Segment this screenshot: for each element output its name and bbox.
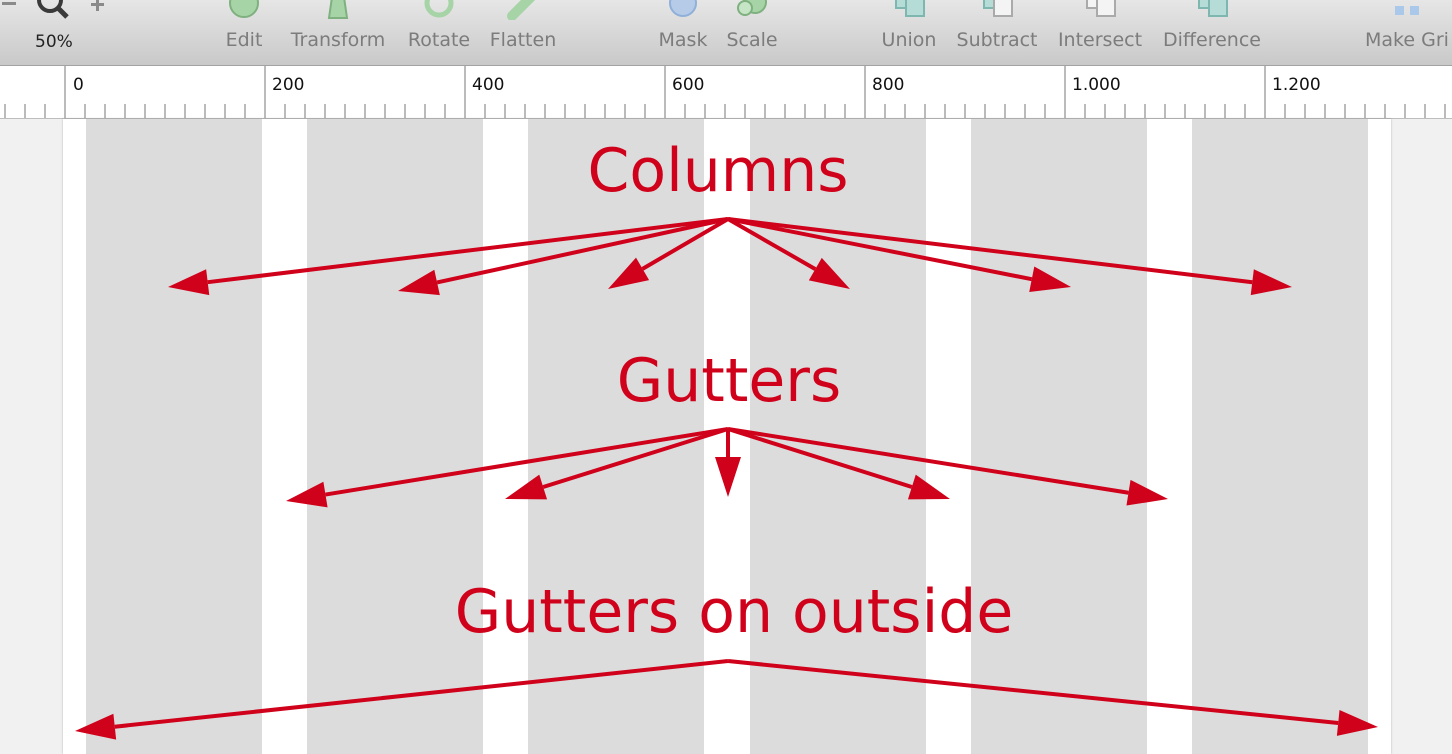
ruler-label-0: 0 (73, 75, 84, 95)
intersect-icon (1086, 0, 1116, 17)
zoom-level: 50% (35, 32, 73, 52)
ruler-label-600: 600 (672, 75, 705, 95)
columns-arrow-head (168, 269, 210, 296)
rotate-label: Rotate (407, 29, 471, 51)
ruler-label-1200: 1.200 (1272, 75, 1321, 95)
columns-arrow-line (727, 217, 1253, 285)
columns-arrow-line (727, 217, 1033, 282)
columns-arrow-head (608, 257, 650, 289)
mask-button[interactable]: Mask (652, 0, 714, 65)
edit-button[interactable]: Edit (214, 0, 274, 65)
outside-arrow-line (114, 659, 729, 729)
subtract-button[interactable]: Subtract (952, 0, 1042, 65)
scale-label: Scale (726, 29, 778, 51)
columns-arrow-head (398, 269, 440, 296)
gutters-arrow-line (727, 427, 1129, 495)
outside-arrow-head (1336, 710, 1378, 736)
zoom-search-icon[interactable] (34, 0, 74, 22)
edit-icon (229, 0, 259, 18)
columns-arrow-line (727, 217, 817, 271)
gutters-annotation: Gutters (616, 346, 842, 416)
make-grid-button[interactable]: Make Gri (1362, 0, 1452, 65)
annotation-arrows (75, 217, 1378, 740)
gutters-arrow-line (727, 427, 913, 489)
outside-gutters-annotation: Gutters on outside (454, 577, 1014, 647)
ruler-label-800: 800 (872, 75, 905, 95)
union-button[interactable]: Union (876, 0, 942, 65)
grid-column (1192, 119, 1368, 754)
transform-icon (327, 0, 349, 19)
difference-button[interactable]: Difference (1158, 0, 1266, 65)
flatten-icon (507, 0, 536, 20)
gutters-arrow-head (286, 481, 328, 508)
ruler-label-400: 400 (472, 75, 505, 95)
annotation-layer: Columns Gutters Gutters on outside (0, 119, 1452, 754)
columns-arrow-line (207, 217, 729, 285)
gutters-arrow-head (715, 457, 741, 497)
rotate-icon (424, 0, 454, 18)
gutters-arrow-head (907, 474, 950, 500)
horizontal-ruler[interactable]: 0 200 400 600 800 1.000 1.200 (0, 66, 1452, 119)
columns-annotation: Columns (587, 136, 849, 206)
gutters-arrow-head (505, 474, 548, 500)
columns-arrow-head (808, 257, 850, 289)
grid-column (86, 119, 262, 754)
flatten-button[interactable]: Flatten (486, 0, 560, 65)
scale-icon (737, 0, 767, 16)
intersect-button[interactable]: Intersect (1054, 0, 1146, 65)
columns-arrow-head (1029, 266, 1071, 292)
intersect-label: Intersect (1057, 29, 1143, 51)
grid-column (971, 119, 1147, 754)
edit-label: Edit (225, 29, 263, 51)
transform-label: Transform (290, 29, 386, 51)
gutters-arrow-head (1126, 479, 1168, 506)
subtract-icon (983, 0, 1013, 17)
columns-arrow-line (436, 217, 729, 285)
mask-label: Mask (658, 29, 708, 51)
columns-arrow-line (641, 217, 730, 271)
make-grid-label: Make Gri (1365, 29, 1449, 51)
columns-arrow-head (1250, 269, 1292, 296)
toolbar: 50% Edit Transform Rotate Flatten Mask S… (0, 0, 1452, 66)
difference-label: Difference (1163, 29, 1261, 51)
union-label: Union (881, 29, 937, 51)
ruler-ticks (4, 66, 1446, 118)
grid-column (307, 119, 483, 754)
flatten-label: Flatten (489, 29, 557, 51)
outside-arrow-head (75, 713, 117, 740)
gutters-arrow-line (325, 427, 729, 497)
difference-icon (1198, 0, 1228, 17)
mask-icon (669, 0, 697, 17)
gutters-arrow-line (542, 427, 729, 489)
make-grid-icon (1395, 6, 1419, 15)
transform-button[interactable]: Transform (286, 0, 390, 65)
union-icon (895, 0, 925, 17)
outside-arrow-line (727, 659, 1339, 725)
subtract-label: Subtract (956, 29, 1038, 51)
scale-button[interactable]: Scale (722, 0, 782, 65)
zoom-out-icon[interactable] (0, 0, 22, 12)
ruler-label-200: 200 (272, 75, 305, 95)
ruler-label-1000: 1.000 (1072, 75, 1121, 95)
zoom-in-icon[interactable] (88, 0, 108, 14)
rotate-button[interactable]: Rotate (404, 0, 474, 65)
